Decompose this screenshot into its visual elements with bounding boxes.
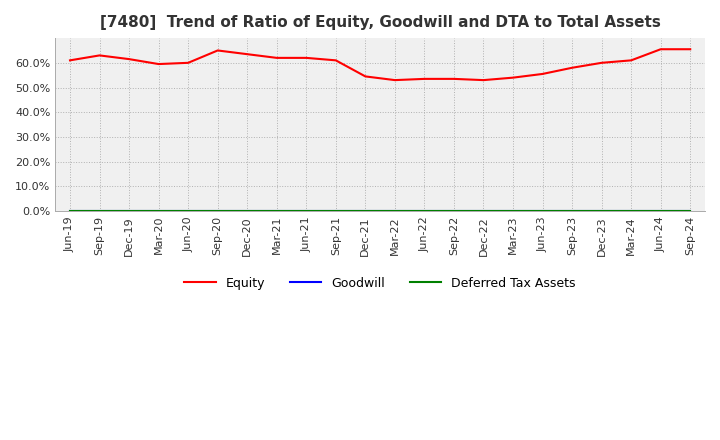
- Equity: [509, 75, 518, 80]
- Deferred Tax Assets: [686, 209, 695, 214]
- Deferred Tax Assets: [420, 209, 428, 214]
- Goodwill: [95, 209, 104, 214]
- Deferred Tax Assets: [272, 209, 281, 214]
- Equity: [390, 77, 399, 83]
- Deferred Tax Assets: [480, 209, 488, 214]
- Goodwill: [686, 209, 695, 214]
- Goodwill: [539, 209, 547, 214]
- Deferred Tax Assets: [125, 209, 133, 214]
- Goodwill: [302, 209, 310, 214]
- Deferred Tax Assets: [627, 209, 636, 214]
- Goodwill: [420, 209, 428, 214]
- Equity: [125, 56, 133, 62]
- Deferred Tax Assets: [213, 209, 222, 214]
- Deferred Tax Assets: [361, 209, 369, 214]
- Goodwill: [331, 209, 340, 214]
- Goodwill: [213, 209, 222, 214]
- Equity: [657, 47, 665, 52]
- Goodwill: [154, 209, 163, 214]
- Goodwill: [66, 209, 74, 214]
- Goodwill: [509, 209, 518, 214]
- Goodwill: [361, 209, 369, 214]
- Legend: Equity, Goodwill, Deferred Tax Assets: Equity, Goodwill, Deferred Tax Assets: [179, 272, 581, 295]
- Equity: [361, 74, 369, 79]
- Equity: [66, 58, 74, 63]
- Deferred Tax Assets: [302, 209, 310, 214]
- Equity: [213, 48, 222, 53]
- Line: Equity: Equity: [70, 49, 690, 80]
- Deferred Tax Assets: [331, 209, 340, 214]
- Goodwill: [568, 209, 577, 214]
- Equity: [568, 65, 577, 70]
- Equity: [154, 62, 163, 67]
- Equity: [539, 71, 547, 77]
- Goodwill: [390, 209, 399, 214]
- Equity: [598, 60, 606, 66]
- Goodwill: [657, 209, 665, 214]
- Equity: [95, 53, 104, 58]
- Goodwill: [184, 209, 192, 214]
- Goodwill: [449, 209, 458, 214]
- Deferred Tax Assets: [449, 209, 458, 214]
- Title: [7480]  Trend of Ratio of Equity, Goodwill and DTA to Total Assets: [7480] Trend of Ratio of Equity, Goodwil…: [99, 15, 660, 30]
- Deferred Tax Assets: [568, 209, 577, 214]
- Equity: [449, 76, 458, 81]
- Equity: [243, 51, 251, 57]
- Deferred Tax Assets: [95, 209, 104, 214]
- Equity: [480, 77, 488, 83]
- Equity: [627, 58, 636, 63]
- Deferred Tax Assets: [390, 209, 399, 214]
- Deferred Tax Assets: [539, 209, 547, 214]
- Equity: [686, 47, 695, 52]
- Goodwill: [598, 209, 606, 214]
- Equity: [184, 60, 192, 66]
- Deferred Tax Assets: [598, 209, 606, 214]
- Deferred Tax Assets: [509, 209, 518, 214]
- Deferred Tax Assets: [657, 209, 665, 214]
- Goodwill: [243, 209, 251, 214]
- Goodwill: [125, 209, 133, 214]
- Equity: [420, 76, 428, 81]
- Goodwill: [272, 209, 281, 214]
- Deferred Tax Assets: [66, 209, 74, 214]
- Equity: [272, 55, 281, 61]
- Deferred Tax Assets: [154, 209, 163, 214]
- Goodwill: [627, 209, 636, 214]
- Deferred Tax Assets: [184, 209, 192, 214]
- Equity: [331, 58, 340, 63]
- Deferred Tax Assets: [243, 209, 251, 214]
- Goodwill: [480, 209, 488, 214]
- Equity: [302, 55, 310, 61]
